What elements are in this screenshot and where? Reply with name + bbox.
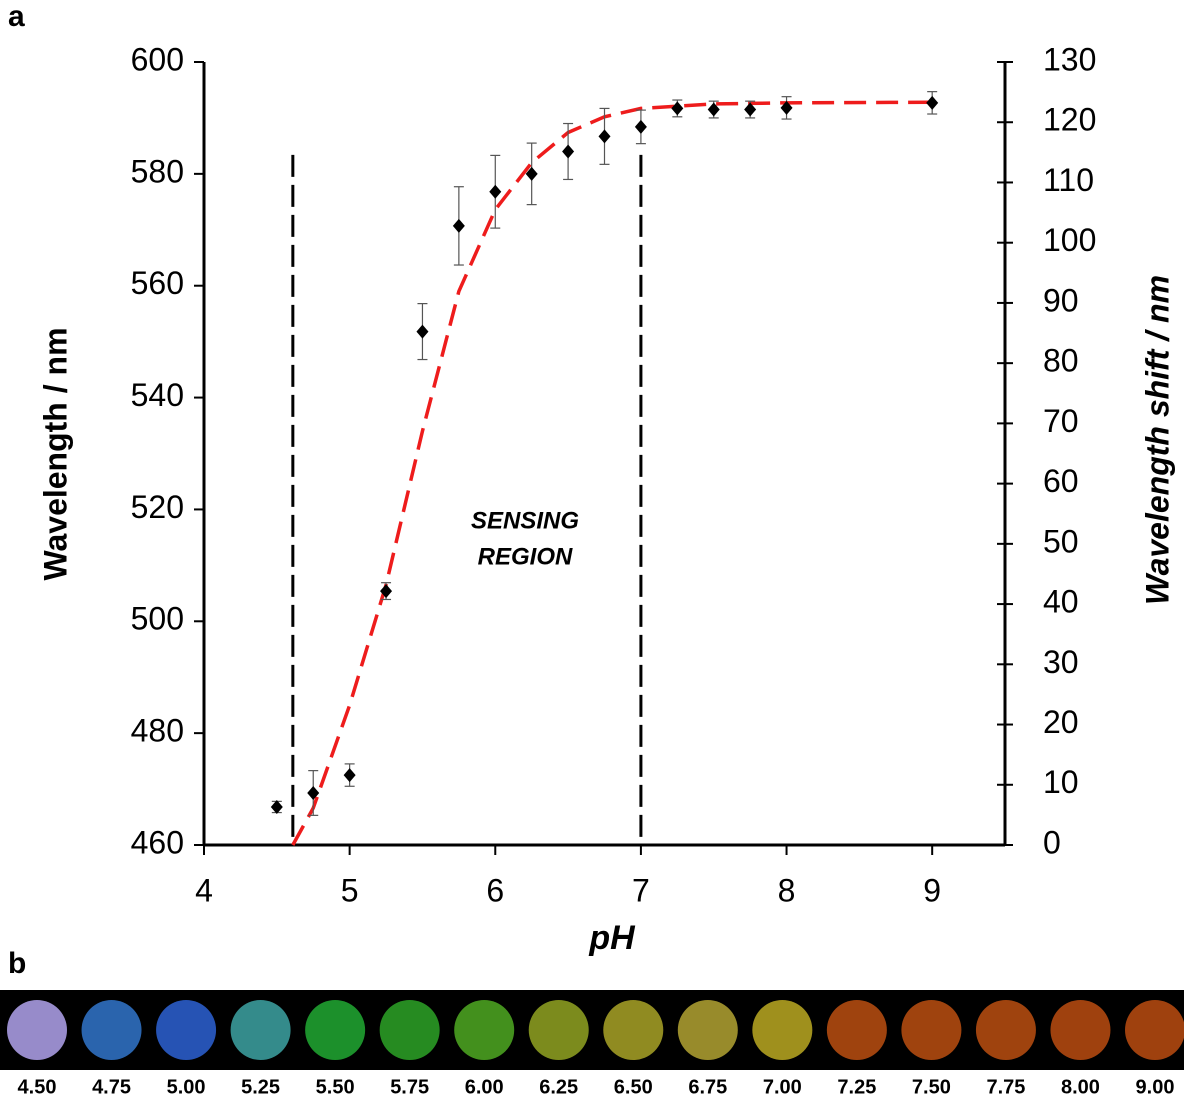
sample-label: 7.00 (763, 1076, 802, 1098)
data-point (744, 102, 757, 117)
y-tick-label: 600 (131, 41, 184, 77)
sample-label: 6.50 (614, 1076, 653, 1098)
y2-tick-label: 100 (1043, 222, 1096, 258)
data-point (634, 119, 647, 134)
x-axis-title: pH (588, 919, 636, 957)
sample-dot (81, 1000, 142, 1060)
y2-tick-label: 50 (1043, 523, 1079, 559)
y2-tick-label: 60 (1043, 463, 1079, 499)
data-point (562, 144, 575, 159)
data-point (598, 129, 611, 144)
data-point (380, 584, 393, 599)
data-point (707, 102, 720, 117)
y2-tick-label: 80 (1043, 343, 1079, 379)
sample-dot (603, 1000, 664, 1060)
y-tick-label: 540 (131, 377, 184, 413)
x-tick-label: 6 (486, 872, 504, 908)
y2-tick-label: 30 (1043, 644, 1079, 680)
sample-dot (454, 1000, 515, 1060)
sample-dot (975, 1000, 1036, 1060)
y2-tick-label: 90 (1043, 282, 1079, 318)
annotation: REGION (478, 543, 573, 570)
y2-axis-title: Wavelength shift / nm (1139, 275, 1175, 605)
data-point (525, 166, 538, 181)
x-tick-label: 4 (195, 872, 213, 908)
data-point (307, 785, 320, 800)
x-tick-label: 9 (923, 872, 941, 908)
sample-label: 4.50 (18, 1076, 57, 1098)
y-tick-label: 560 (131, 265, 184, 301)
y2-tick-label: 0 (1043, 824, 1061, 860)
sample-dot (901, 1000, 962, 1060)
y-tick-label: 520 (131, 489, 184, 525)
data-point (343, 768, 356, 783)
y-axis-title: Wavelength / nm (37, 327, 73, 580)
sample-label: 8.00 (1061, 1076, 1100, 1098)
fit-curve (291, 100, 933, 846)
annotation: SENSING (471, 507, 579, 534)
sample-label: 7.75 (986, 1076, 1025, 1098)
x-tick-label: 8 (778, 872, 796, 908)
sample-label: 9.00 (1136, 1076, 1175, 1098)
y-tick-label: 580 (131, 153, 184, 189)
y2-tick-label: 130 (1043, 41, 1096, 77)
data-point (671, 101, 684, 116)
x-tick-label: 7 (632, 872, 650, 908)
sample-label: 7.25 (837, 1076, 876, 1098)
sample-dot (156, 1000, 217, 1060)
y-tick-label: 460 (131, 824, 184, 860)
y2-tick-label: 110 (1043, 162, 1094, 198)
data-point (452, 218, 465, 233)
sample-label: 6.75 (688, 1076, 727, 1098)
sample-label: 5.00 (167, 1076, 206, 1098)
sample-dot (826, 1000, 887, 1060)
sample-label: 6.25 (539, 1076, 578, 1098)
y2-tick-label: 10 (1043, 764, 1079, 800)
sample-dot (1050, 1000, 1111, 1060)
sample-dot (305, 1000, 366, 1060)
sample-label: 5.50 (316, 1076, 355, 1098)
sample-dot (528, 1000, 589, 1060)
panel-label: b (8, 947, 26, 980)
y2-tick-label: 20 (1043, 704, 1079, 740)
y2-tick-label: 40 (1043, 584, 1079, 620)
data-point (416, 324, 429, 339)
y-tick-label: 480 (131, 713, 184, 749)
sample-dot (379, 1000, 440, 1060)
sample-label: 5.75 (390, 1076, 429, 1098)
y-tick-label: 500 (131, 601, 184, 637)
data-point (926, 95, 939, 110)
data-point (780, 100, 793, 115)
sample-dot (1125, 1000, 1184, 1060)
sample-dot (7, 1000, 67, 1060)
data-point (489, 184, 502, 199)
y2-tick-label: 70 (1043, 403, 1079, 439)
sample-label: 5.25 (241, 1076, 280, 1098)
sample-label: 6.00 (465, 1076, 504, 1098)
data-point (270, 799, 283, 814)
sample-label: 4.75 (92, 1076, 131, 1098)
sample-label: 7.50 (912, 1076, 951, 1098)
x-tick-label: 5 (341, 872, 359, 908)
sample-dot (752, 1000, 813, 1060)
y2-tick-label: 120 (1043, 102, 1096, 138)
panel-label: a (8, 0, 25, 33)
sample-dot (677, 1000, 738, 1060)
sample-dot (230, 1000, 291, 1060)
